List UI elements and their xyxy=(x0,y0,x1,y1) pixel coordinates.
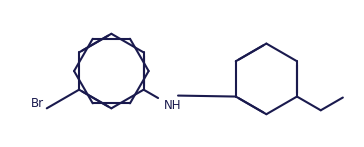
Text: Br: Br xyxy=(30,97,44,110)
Text: NH: NH xyxy=(164,100,182,112)
